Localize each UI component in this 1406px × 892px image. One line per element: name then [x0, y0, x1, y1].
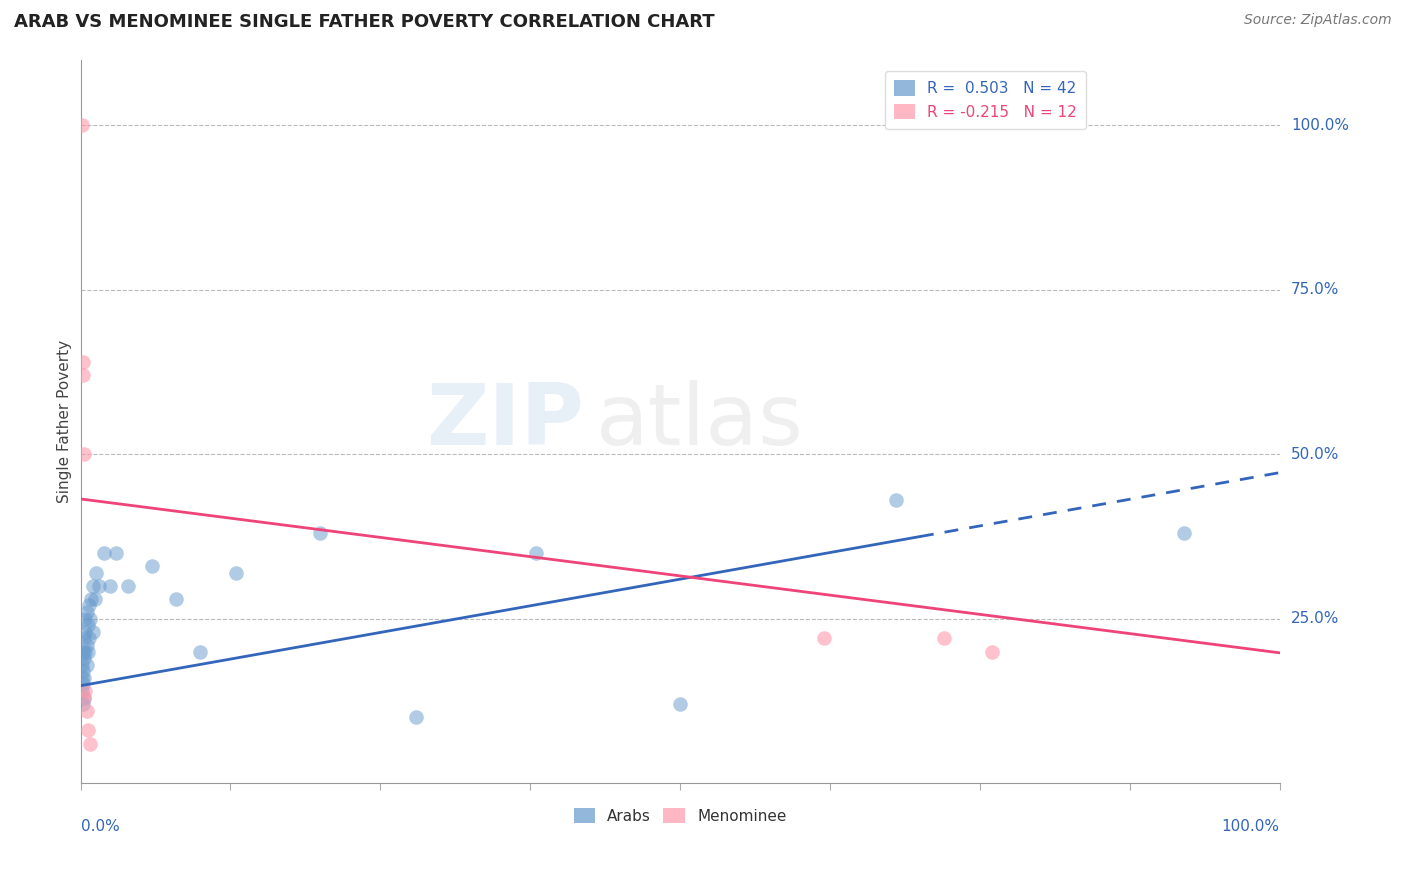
- Point: [83, 591, 105, 606]
- Point: [70, 684, 93, 698]
- Text: ARAB VS MENOMINEE SINGLE FATHER POVERTY CORRELATION CHART: ARAB VS MENOMINEE SINGLE FATHER POVERTY …: [14, 13, 714, 31]
- Point: [165, 591, 187, 606]
- Text: ZIP: ZIP: [426, 380, 583, 463]
- Text: 100.0%: 100.0%: [1222, 819, 1279, 834]
- Point: [76, 704, 98, 718]
- Text: 0.0%: 0.0%: [80, 819, 120, 834]
- Point: [72, 355, 94, 369]
- Point: [76, 605, 98, 619]
- Point: [73, 690, 96, 705]
- Point: [980, 644, 1002, 658]
- Point: [75, 612, 97, 626]
- Point: [76, 638, 98, 652]
- Point: [72, 677, 94, 691]
- Point: [70, 671, 93, 685]
- Point: [79, 737, 101, 751]
- Point: [72, 644, 94, 658]
- Text: 25.0%: 25.0%: [1291, 611, 1339, 626]
- Point: [190, 644, 212, 658]
- Point: [932, 632, 955, 646]
- Point: [73, 632, 96, 646]
- Text: 100.0%: 100.0%: [1291, 118, 1348, 133]
- Point: [100, 579, 122, 593]
- Point: [524, 546, 547, 560]
- Point: [70, 119, 93, 133]
- Point: [84, 566, 107, 580]
- Point: [77, 632, 100, 646]
- Point: [70, 657, 93, 672]
- Point: [82, 624, 104, 639]
- Point: [75, 644, 97, 658]
- Point: [105, 546, 128, 560]
- Point: [141, 559, 163, 574]
- Point: [76, 618, 98, 632]
- Point: [79, 612, 101, 626]
- Point: [1173, 526, 1195, 541]
- Point: [82, 579, 104, 593]
- Point: [72, 368, 94, 383]
- Point: [76, 657, 98, 672]
- Point: [75, 684, 97, 698]
- Point: [884, 493, 907, 508]
- Point: [405, 710, 427, 724]
- Point: [72, 697, 94, 711]
- Point: [75, 624, 97, 639]
- Point: [73, 671, 96, 685]
- Point: [73, 690, 96, 705]
- Point: [309, 526, 332, 541]
- Point: [93, 546, 115, 560]
- Text: atlas: atlas: [596, 380, 804, 463]
- Point: [73, 447, 96, 461]
- Point: [225, 566, 247, 580]
- Point: [669, 697, 692, 711]
- Point: [87, 579, 110, 593]
- Point: [73, 651, 96, 665]
- Legend: Arabs, Menominee: Arabs, Menominee: [568, 802, 793, 830]
- Point: [813, 632, 835, 646]
- Text: Source: ZipAtlas.com: Source: ZipAtlas.com: [1244, 13, 1392, 28]
- Point: [72, 665, 94, 679]
- Y-axis label: Single Father Poverty: Single Father Poverty: [58, 340, 72, 503]
- Point: [80, 591, 103, 606]
- Point: [117, 579, 139, 593]
- Point: [77, 599, 100, 613]
- Point: [76, 644, 98, 658]
- Text: 50.0%: 50.0%: [1291, 447, 1339, 462]
- Text: 75.0%: 75.0%: [1291, 282, 1339, 297]
- Point: [76, 723, 98, 738]
